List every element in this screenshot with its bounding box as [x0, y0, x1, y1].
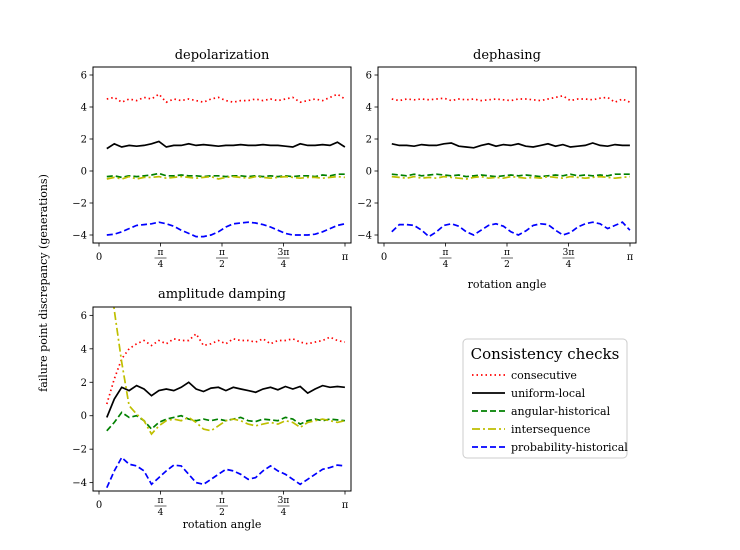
series-line-uniform-local: [106, 140, 346, 150]
y-tick-label: 0: [81, 411, 87, 422]
series-line-consecutive: [105, 332, 346, 405]
x-tick-label: 0: [96, 500, 102, 511]
y-tick-label: −2: [72, 199, 87, 210]
series-line-probability-historical: [106, 221, 346, 238]
series-line-consecutive: [106, 93, 346, 104]
y-tick-label: −4: [72, 478, 87, 489]
svg-text:3π: 3π: [278, 248, 290, 258]
legend-label-probability-historical: probability-historical: [511, 441, 628, 454]
y-tick-label: −4: [357, 231, 372, 242]
legend-title: Consistency checks: [471, 345, 620, 363]
series-line-intersequence: [391, 175, 630, 180]
x-tick-label: π: [342, 500, 349, 511]
svg-text:2: 2: [219, 508, 225, 518]
y-tick-label: 2: [366, 135, 372, 146]
svg-text:π: π: [158, 496, 164, 506]
legend-label-angular-historical: angular-historical: [511, 405, 611, 418]
y-tick-label: −2: [357, 199, 372, 210]
svg-text:3π: 3π: [563, 248, 575, 258]
x-tick-label: 3π4: [277, 248, 290, 270]
svg-text:4: 4: [443, 260, 449, 270]
svg-text:π: π: [443, 248, 449, 258]
svg-text:2: 2: [504, 260, 510, 270]
x-tick-label: π2: [215, 496, 228, 518]
series-line-angular-historical: [106, 172, 345, 179]
svg-text:π: π: [219, 248, 225, 258]
x-tick-label: 0: [96, 252, 102, 263]
svg-text:π: π: [158, 248, 164, 258]
y-tick-label: 4: [366, 103, 372, 114]
y-tick-label: 6: [81, 311, 87, 322]
y-tick-label: 0: [366, 167, 372, 178]
y-tick-label: 4: [81, 344, 87, 355]
legend: Consistency checks consecutive uniform-lo…: [462, 338, 628, 459]
x-tick-label: π2: [500, 248, 513, 270]
x-axis-label: rotation angle: [468, 278, 547, 291]
x-tick-label: 0: [381, 252, 387, 263]
series-line-uniform-local: [106, 381, 345, 418]
y-tick-label: 6: [81, 71, 87, 82]
x-tick-label: π: [627, 252, 634, 263]
x-tick-label: π: [342, 252, 349, 263]
y-tick-label: −4: [72, 231, 87, 242]
svg-text:4: 4: [158, 260, 164, 270]
x-tick-label: 3π4: [562, 248, 575, 270]
svg-text:4: 4: [566, 260, 572, 270]
plot-frame: [92, 66, 352, 244]
y-tick-label: 0: [81, 167, 87, 178]
series-line-angular-historical: [391, 173, 630, 178]
legend-label-intersequence: intersequence: [511, 423, 590, 436]
y-tick-label: 2: [81, 135, 87, 146]
x-tick-label: π4: [439, 248, 452, 270]
series-line-probability-historical: [106, 456, 345, 489]
series-line-intersequence: [113, 307, 346, 436]
svg-text:2: 2: [219, 260, 225, 270]
plot-title: dephasing: [473, 48, 541, 63]
legend-label-consecutive: consecutive: [511, 369, 577, 382]
svg-text:π: π: [219, 496, 225, 506]
x-tick-label: π4: [154, 496, 167, 518]
svg-text:4: 4: [281, 508, 287, 518]
y-tick-label: 2: [81, 378, 87, 389]
series-line-consecutive: [391, 94, 631, 104]
plot-title: amplitude damping: [158, 287, 286, 302]
x-tick-label: π4: [154, 248, 167, 270]
y-axis-label: failure point discrepancy (generations): [37, 174, 50, 392]
y-tick-label: 4: [81, 103, 87, 114]
series-line-uniform-local: [391, 142, 630, 149]
x-axis-label: rotation angle: [183, 518, 262, 531]
legend-label-uniform-local: uniform-local: [511, 387, 586, 400]
plot-title: depolarization: [175, 48, 270, 63]
svg-text:3π: 3π: [278, 496, 290, 506]
svg-text:4: 4: [158, 508, 164, 518]
y-tick-label: 6: [366, 71, 372, 82]
svg-text:π: π: [504, 248, 510, 258]
x-tick-label: 3π4: [277, 496, 290, 518]
plot-frame: [92, 306, 352, 492]
series-line-probability-historical: [391, 221, 631, 238]
plot-frame: [377, 66, 637, 244]
svg-text:4: 4: [281, 260, 287, 270]
y-tick-label: −2: [72, 445, 87, 456]
x-tick-label: π2: [215, 248, 228, 270]
